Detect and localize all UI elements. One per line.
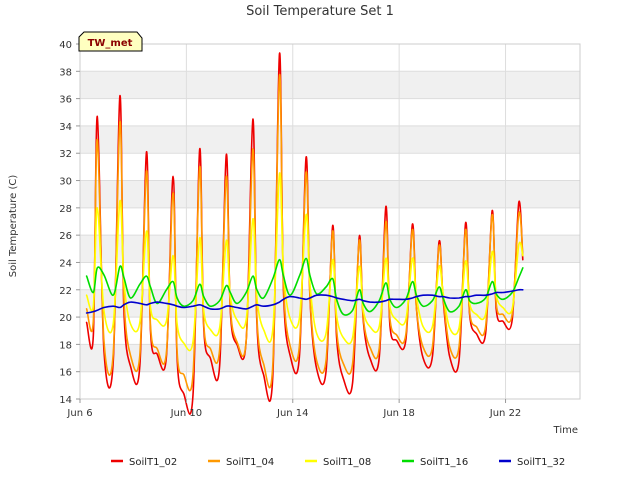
x-axis-label: Time bbox=[553, 425, 578, 436]
series-line-soilt1-08 bbox=[85, 172, 524, 352]
y-tick-label: 34 bbox=[59, 122, 72, 133]
legend: SoilT1_02 SoilT1_04 SoilT1_08 SoilT1_16 Soil… bbox=[111, 457, 565, 468]
background-band bbox=[80, 344, 580, 372]
background-band bbox=[80, 180, 580, 208]
legend-label-soilt1-32: SoilT1_32 bbox=[517, 457, 565, 468]
site-badge: TW_met bbox=[78, 31, 143, 52]
y-tick-label: 24 bbox=[59, 258, 72, 269]
y-tick-label: 14 bbox=[59, 395, 72, 406]
series-line-soilt1-32 bbox=[85, 288, 524, 314]
y-tick-label: 18 bbox=[59, 340, 72, 351]
legend-label-soilt1-16: SoilT1_16 bbox=[420, 457, 468, 468]
y-axis-ticks: 14 16 18 20 22 24 26 28 30 32 34 36 38 40 bbox=[59, 40, 80, 406]
plot-frame bbox=[79, 43, 581, 400]
y-tick-label: 20 bbox=[59, 313, 72, 324]
legend-label-soilt1-04: SoilT1_04 bbox=[226, 457, 274, 468]
x-tick-label: Jun 10 bbox=[170, 408, 203, 419]
x-axis-ticks: Jun 6 Jun 10 Jun 14 Jun 18 Jun 22 bbox=[66, 399, 521, 419]
x-tick-label: Jun 18 bbox=[382, 408, 415, 419]
site-badge-box bbox=[78, 31, 143, 52]
y-tick-label: 30 bbox=[59, 177, 72, 188]
site-badge-label: TW_met bbox=[88, 38, 133, 49]
y-tick-label: 32 bbox=[59, 149, 72, 160]
chart-title: Soil Temperature Set 1 bbox=[246, 4, 394, 19]
y-tick-label: 26 bbox=[59, 231, 72, 242]
series-line-soilt1-16 bbox=[85, 257, 524, 316]
background-bands bbox=[80, 71, 580, 372]
x-tick-label: Jun 6 bbox=[66, 408, 92, 419]
legend-label-soilt1-02: SoilT1_02 bbox=[129, 457, 177, 468]
y-tick-label: 38 bbox=[59, 67, 72, 78]
y-tick-label: 16 bbox=[59, 368, 72, 379]
y-axis-label: Soil Temperature (C) bbox=[8, 175, 19, 278]
x-tick-label: Jun 22 bbox=[489, 408, 522, 419]
background-band bbox=[80, 125, 580, 154]
y-tick-label: 28 bbox=[59, 204, 72, 215]
y-tick-label: 36 bbox=[59, 95, 72, 106]
series-layer bbox=[85, 52, 524, 415]
x-tick-label: Jun 14 bbox=[276, 408, 309, 419]
y-tick-label: 40 bbox=[59, 40, 72, 51]
background-band bbox=[80, 71, 580, 99]
y-tick-label: 22 bbox=[59, 286, 72, 297]
legend-label-soilt1-08: SoilT1_08 bbox=[323, 457, 371, 468]
background-band bbox=[80, 235, 580, 263]
